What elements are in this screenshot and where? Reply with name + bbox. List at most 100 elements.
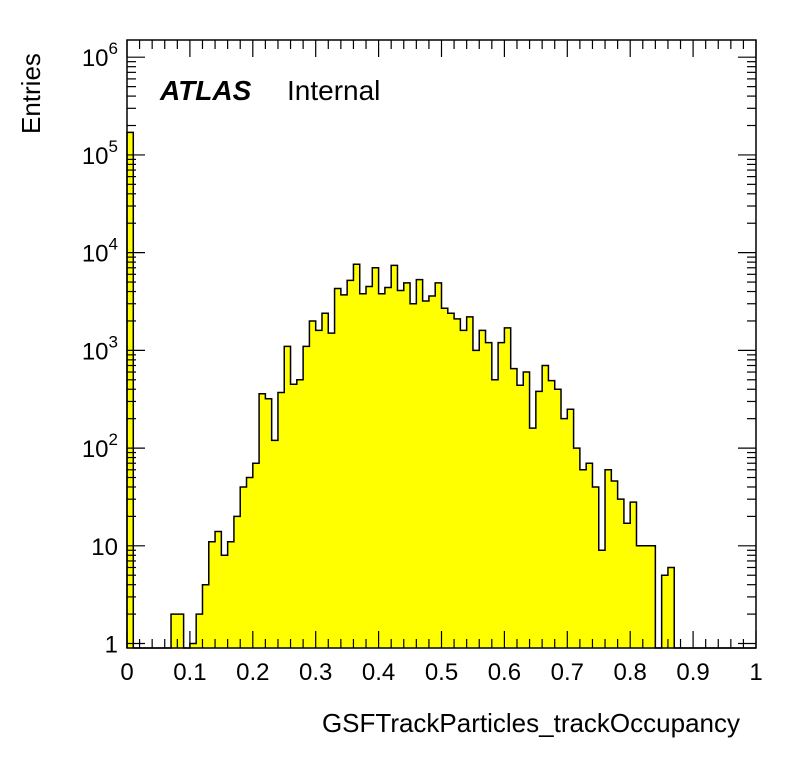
y-tick-label: 1 [105,632,118,659]
histogram-bar [347,280,354,648]
histogram-bar [215,531,222,648]
histogram-bar [479,330,486,648]
x-axis-title: GSFTrackParticles_trackOccupancy [322,708,740,738]
y-tick-label: 103 [82,332,118,365]
histogram-bar [579,469,587,648]
histogram-bar [208,541,216,648]
x-tick-label: 0.2 [236,659,269,686]
histogram-bar [586,463,593,648]
x-axis-tick-labels: 0 0.1 0.2 0.3 0.4 0.5 0.6 0.7 0.8 0.9 1 [120,659,762,686]
histogram-bar [598,550,606,648]
histogram-bar [422,301,430,648]
histogram-bar [240,486,247,648]
histogram-bar [171,614,178,648]
x-tick-label: 0.9 [676,659,709,686]
histogram-bar [233,516,241,648]
x-tick-label: 0.1 [173,659,206,686]
histogram-bar [246,477,254,648]
histogram-bar [284,346,291,648]
histogram-bar [561,418,568,648]
y-axis-ticks [127,56,756,645]
histogram-bar [661,575,669,648]
histogram-bar [177,614,185,648]
histogram-bar [189,643,197,648]
x-tick-label: 0.4 [362,659,395,686]
x-tick-label: 0.6 [488,659,521,686]
histogram-bar [252,463,260,648]
histogram-bar [315,330,323,648]
histogram-bar [221,555,229,648]
histogram-bar [554,389,562,648]
y-tick-label: 105 [82,137,118,170]
histogram-bar [378,293,386,648]
histogram-bar [504,327,512,648]
histogram-bar [667,567,675,648]
x-tick-label: 0 [120,659,133,686]
histogram-bar [259,393,266,648]
histogram-bar [277,392,285,648]
histogram-bar [384,287,392,648]
histogram-bar [605,469,612,648]
histogram-bar [403,282,411,648]
histogram-bar [391,265,398,648]
histogram-bar [454,318,461,648]
y-tick-label: 10 [91,534,118,561]
histogram-bar [416,279,424,648]
histogram-bar [573,448,581,648]
histogram-bar [196,614,203,648]
histogram-bar [303,346,310,648]
y-tick-label: 104 [82,235,118,268]
histogram-bar [334,288,342,648]
histogram-bar [340,294,348,648]
histogram-bar [649,545,656,648]
histogram-bar [372,267,379,648]
histogram-bar [428,296,436,648]
y-tick-label: 102 [82,430,118,463]
histogram-bar [447,313,455,648]
histogram-bar [523,372,530,648]
histogram-bar [642,545,650,648]
atlas-label: ATLAS [159,75,252,106]
histogram-bar [290,384,298,648]
histogram-bar [460,330,468,648]
histogram-bar [309,320,317,648]
histogram-bar [359,293,367,648]
histogram-bar [592,486,600,648]
histogram-bar [397,290,405,648]
histogram-outline [126,131,756,649]
histogram-bar [296,379,304,648]
histogram-bar [548,380,556,648]
x-tick-label: 0.5 [425,659,458,686]
histogram-bar [265,398,273,648]
histogram-bar [623,523,631,648]
histogram-bar [617,499,625,648]
histogram-bar [510,368,518,648]
histogram-bar [466,316,474,648]
histogram-bar [630,502,637,648]
y-axis-title: Entries [16,53,46,134]
histogram-bar [271,440,279,648]
histogram-bar [321,313,329,648]
histogram-bar [485,342,493,648]
histogram-bar [529,428,537,648]
histogram-bar [472,350,480,648]
x-tick-label: 0.3 [299,659,332,686]
histogram-bar [366,286,373,648]
histogram-bar [542,365,549,648]
histogram-bar [567,409,574,648]
x-tick-label: 0.8 [614,659,647,686]
histogram-bar [491,379,499,648]
histogram-bar [353,264,361,648]
x-axis-ticks [126,40,757,648]
histogram-bar [636,545,644,648]
histogram-bar [202,584,210,648]
histogram-bar [435,282,442,648]
y-tick-label: 106 [82,39,118,72]
histogram-bar [410,303,417,648]
histogram-bar [441,308,449,648]
internal-label: Internal [287,75,380,106]
histogram-bar [498,342,505,648]
histogram-bar [516,385,524,648]
histogram-bar [535,391,543,648]
